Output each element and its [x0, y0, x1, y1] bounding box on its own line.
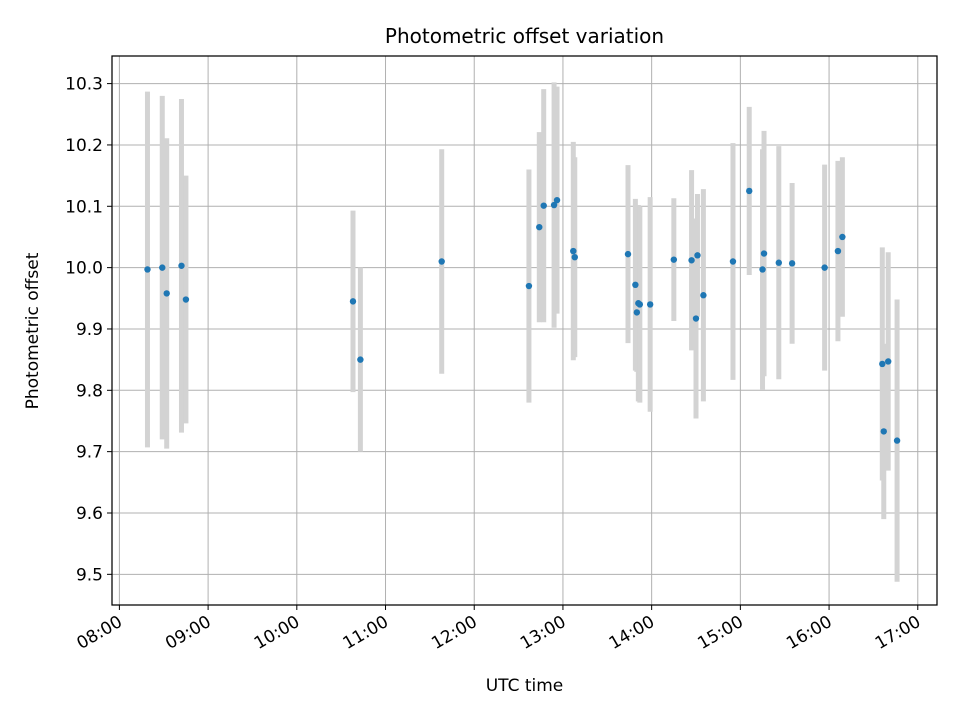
- data-point: [694, 252, 701, 259]
- y-tick-label: 10.0: [65, 259, 103, 279]
- data-point: [879, 360, 886, 368]
- data-point: [571, 253, 578, 261]
- x-axis-title: UTC time: [486, 676, 564, 696]
- y-tick-label: 9.6: [76, 504, 103, 524]
- data-point: [357, 356, 364, 363]
- data-point: [775, 259, 783, 266]
- data-point: [525, 282, 533, 290]
- data-point: [349, 298, 357, 305]
- y-tick-label: 9.5: [76, 565, 103, 585]
- y-axis-ticks: 9.5 9.6 9.7 9.8 9.9 10.0 10.1 10.2 10.3: [65, 75, 112, 585]
- data-point: [624, 250, 632, 258]
- data-points: [144, 187, 901, 444]
- data-point: [159, 264, 166, 271]
- data-point: [821, 264, 828, 271]
- chart-title: Photometric offset variation: [385, 24, 664, 48]
- y-tick-label: 9.8: [76, 381, 103, 401]
- y-axis-title: Photometric offset: [23, 252, 43, 409]
- data-point: [670, 256, 678, 263]
- data-point: [759, 266, 766, 273]
- data-point: [633, 309, 641, 316]
- data-point: [788, 260, 796, 267]
- data-point: [178, 262, 185, 269]
- data-point: [536, 223, 543, 231]
- data-point: [636, 301, 644, 308]
- y-tick-label: 10.2: [65, 136, 103, 156]
- grid: [112, 56, 937, 605]
- y-tick-label: 10.3: [65, 75, 103, 95]
- y-tick-label: 10.1: [65, 197, 103, 217]
- data-point: [550, 201, 558, 209]
- data-point: [893, 437, 901, 444]
- data-point: [163, 290, 170, 297]
- data-point: [632, 281, 639, 289]
- data-point: [570, 247, 577, 255]
- data-point: [834, 247, 842, 255]
- data-point: [729, 258, 737, 265]
- y-tick-label: 9.7: [76, 443, 103, 463]
- data-point: [144, 266, 151, 273]
- data-point: [553, 196, 561, 204]
- data-point: [760, 250, 768, 257]
- data-point: [646, 301, 654, 308]
- y-tick-label: 9.9: [76, 320, 103, 340]
- data-point: [438, 258, 445, 265]
- data-point: [880, 428, 887, 435]
- data-point: [839, 233, 846, 241]
- plot-area-frame: [111, 55, 938, 606]
- data-point: [746, 187, 753, 195]
- data-point: [885, 358, 892, 365]
- data-point: [700, 292, 707, 299]
- data-point: [540, 202, 547, 209]
- data-point: [688, 257, 695, 264]
- data-point: [182, 296, 190, 303]
- data-point: [692, 315, 700, 322]
